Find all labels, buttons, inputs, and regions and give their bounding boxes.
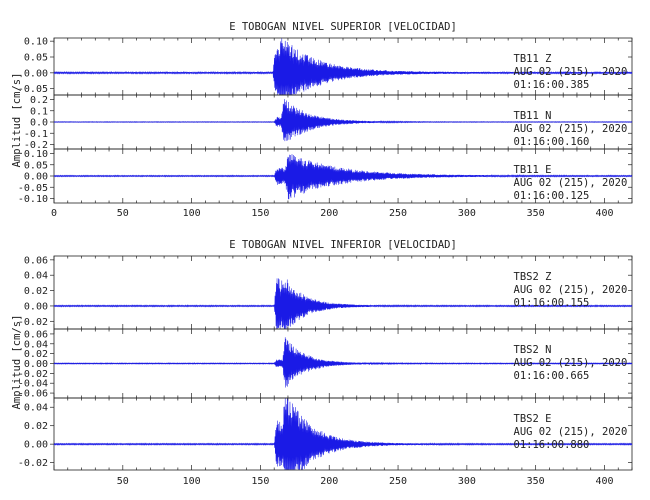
x-tick-label: 50 [117,476,129,487]
y-tick-label: -0.10 [18,194,48,205]
waveform [53,337,633,388]
y-tick-label: 0.00 [24,68,48,79]
date-label: AUG 02 (215), 2020 [514,357,628,369]
y-tick-label: 0.1 [30,106,48,117]
x-tick-label: 300 [458,208,476,219]
x-tick-label: 150 [251,476,269,487]
station-label: TBS2 N [514,344,552,356]
y-tick-label: 0.10 [24,149,48,160]
x-tick-label: 100 [183,476,201,487]
y-tick-label: -0.02 [18,458,48,469]
y-tick-label: 0.05 [24,53,48,64]
x-tick-label: 250 [389,476,407,487]
date-label: AUG 02 (215), 2020 [514,426,628,438]
y-tick-label: 0.04 [24,403,48,414]
x-tick-label: 100 [183,208,201,219]
panel-title: E TOBOGAN NIVEL SUPERIOR [VELOCIDAD] [229,21,457,33]
y-tick-label: 0.06 [24,255,48,266]
panel-2: E TOBOGAN NIVEL INFERIOR [VELOCIDAD] Ampl… [11,239,633,487]
y-tick-label: -0.02 [18,317,48,328]
y-tick-label: 0.06 [24,329,48,340]
time-label: 01:16:00.160 [514,136,590,148]
time-label: 01:16:00.665 [514,370,590,382]
time-label: 01:16:00.125 [514,190,590,202]
time-label: 01:16:00.385 [514,79,590,91]
x-tick-label: 400 [595,208,613,219]
date-label: AUG 02 (215), 2020 [514,284,628,296]
y-tick-label: -0.06 [18,389,48,400]
x-tick-label: 200 [320,476,338,487]
waveform [53,38,633,95]
time-label: 01:16:00.880 [514,439,590,451]
x-tick-label: 50 [117,208,129,219]
waveform [53,99,633,142]
waveform [53,398,633,470]
y-tick-label: -0.05 [18,84,48,95]
y-tick-label: -0.04 [18,379,48,390]
y-tick-label: 0.00 [24,301,48,312]
x-tick-label: 0 [51,208,57,219]
station-label: TB11 E [514,164,552,176]
waveform [53,278,633,329]
station-label: TBS2 Z [514,271,552,283]
y-tick-label: 0.00 [24,359,48,370]
y-tick-label: 0.02 [24,286,48,297]
x-tick-label: 200 [320,208,338,219]
date-label: AUG 02 (215), 2020 [514,177,628,189]
y-tick-label: 0.0 [30,118,48,129]
x-tick-label: 150 [251,208,269,219]
y-tick-label: -0.05 [18,183,48,194]
y-axis-label: Amplitud [cm/s] [11,315,23,410]
y-axis-label: Amplitud [cm/s] [11,73,23,168]
station-label: TB11 N [514,110,552,122]
y-tick-label: 0.02 [24,349,48,360]
date-label: AUG 02 (215), 2020 [514,123,628,135]
y-tick-label: 0.05 [24,160,48,171]
trace-TBS2-N: -0.06-0.04-0.020.000.020.040.06 TBS2 NAUG… [18,328,633,400]
panel-title: E TOBOGAN NIVEL INFERIOR [VELOCIDAD] [229,239,457,251]
y-tick-label: 0.10 [24,37,48,48]
y-tick-label: 0.00 [24,172,48,183]
y-tick-label: 0.02 [24,421,48,432]
station-label: TB11 Z [514,53,552,65]
waveform [53,154,633,200]
x-tick-label: 350 [527,476,545,487]
station-label: TBS2 E [514,413,552,425]
x-tick-label: 300 [458,476,476,487]
y-tick-label: -0.2 [24,140,48,151]
x-tick-label: 400 [595,476,613,487]
panel-1: E TOBOGAN NIVEL SUPERIOR [VELOCIDAD] Ampl… [11,21,633,219]
y-tick-label: -0.1 [24,129,48,140]
y-tick-label: -0.02 [18,369,48,380]
x-tick-label: 250 [389,208,407,219]
y-tick-label: 0.04 [24,271,48,282]
y-tick-label: 0.00 [24,440,48,451]
date-label: AUG 02 (215), 2020 [514,66,628,78]
y-tick-label: 0.2 [30,95,48,106]
x-tick-label: 350 [527,208,545,219]
time-label: 01:16:00.155 [514,297,590,309]
y-tick-label: 0.04 [24,339,48,350]
